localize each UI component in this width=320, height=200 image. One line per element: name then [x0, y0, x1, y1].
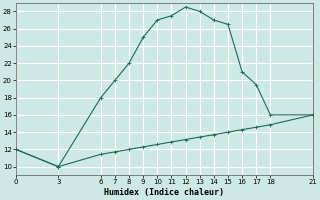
X-axis label: Humidex (Indice chaleur): Humidex (Indice chaleur)	[104, 188, 224, 197]
